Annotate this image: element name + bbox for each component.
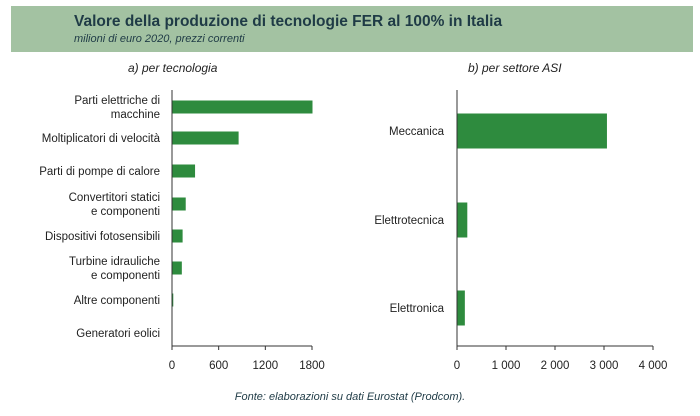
panel-a-bar: [172, 131, 239, 145]
panel-b-bar: [457, 290, 465, 326]
panel-a-title: a) per tecnologia: [128, 61, 218, 75]
panel-a-x-tick-label: 0: [169, 360, 175, 372]
panel-b-x-tick-label: 0: [454, 360, 460, 372]
panel-b-x-tick-label: 3 000: [590, 360, 619, 372]
panel-b-bar: [457, 202, 468, 238]
panel-a-category-label: e componenti: [91, 270, 160, 282]
chart-subtitle: milioni di euro 2020, prezzi correnti: [74, 33, 245, 45]
panel-a-x-tick-label: 1800: [299, 360, 325, 372]
panel-a-category-label: Moltiplicatori di velocità: [42, 133, 161, 145]
panel-a-x-tick-label: 1200: [253, 360, 279, 372]
panel-b-category-label: Meccanica: [389, 126, 445, 138]
panel-a-category-label: macchine: [111, 109, 160, 121]
panel-a-category-label: Dispositivi fotosensibili: [45, 231, 160, 243]
panel-a-x-tick-label: 600: [209, 360, 228, 372]
panel-a-category-label: Convertitori statici: [69, 192, 160, 204]
panel-b-x-tick-label: 1 000: [492, 360, 521, 372]
panel-a-bar: [172, 229, 183, 243]
panel-a-category-label: e componenti: [91, 206, 160, 218]
panel-a-bar: [172, 197, 186, 211]
panel-b-x-tick-label: 4 000: [639, 360, 668, 372]
panel-a-bar: [172, 261, 182, 275]
chart-title: Valore della produzione di tecnologie FE…: [74, 13, 503, 30]
panel-a-category-label: Parti di pompe di calore: [39, 166, 160, 178]
source-note: Fonte: elaborazioni su dati Eurostat (Pr…: [234, 391, 466, 403]
header-band: [11, 6, 693, 52]
panel-a-bar: [172, 100, 313, 114]
panel-b-category-label: Elettronica: [390, 303, 445, 315]
panel-a-category-label: Generatori eolici: [76, 328, 160, 340]
panel-a-category-label: Turbine idrauliche: [69, 256, 160, 268]
panel-a-category-label: Altre componenti: [74, 295, 160, 307]
panel-b-x-tick-label: 2 000: [541, 360, 570, 372]
panel-a-category-label: Parti elettriche di: [74, 95, 160, 107]
panel-b-bar: [457, 113, 607, 149]
panel-a-bar: [172, 293, 174, 307]
panel-a-bar: [172, 164, 196, 178]
panel-b-category-label: Elettrotecnica: [374, 215, 444, 227]
panel-b-title: b) per settore ASI: [468, 61, 562, 75]
